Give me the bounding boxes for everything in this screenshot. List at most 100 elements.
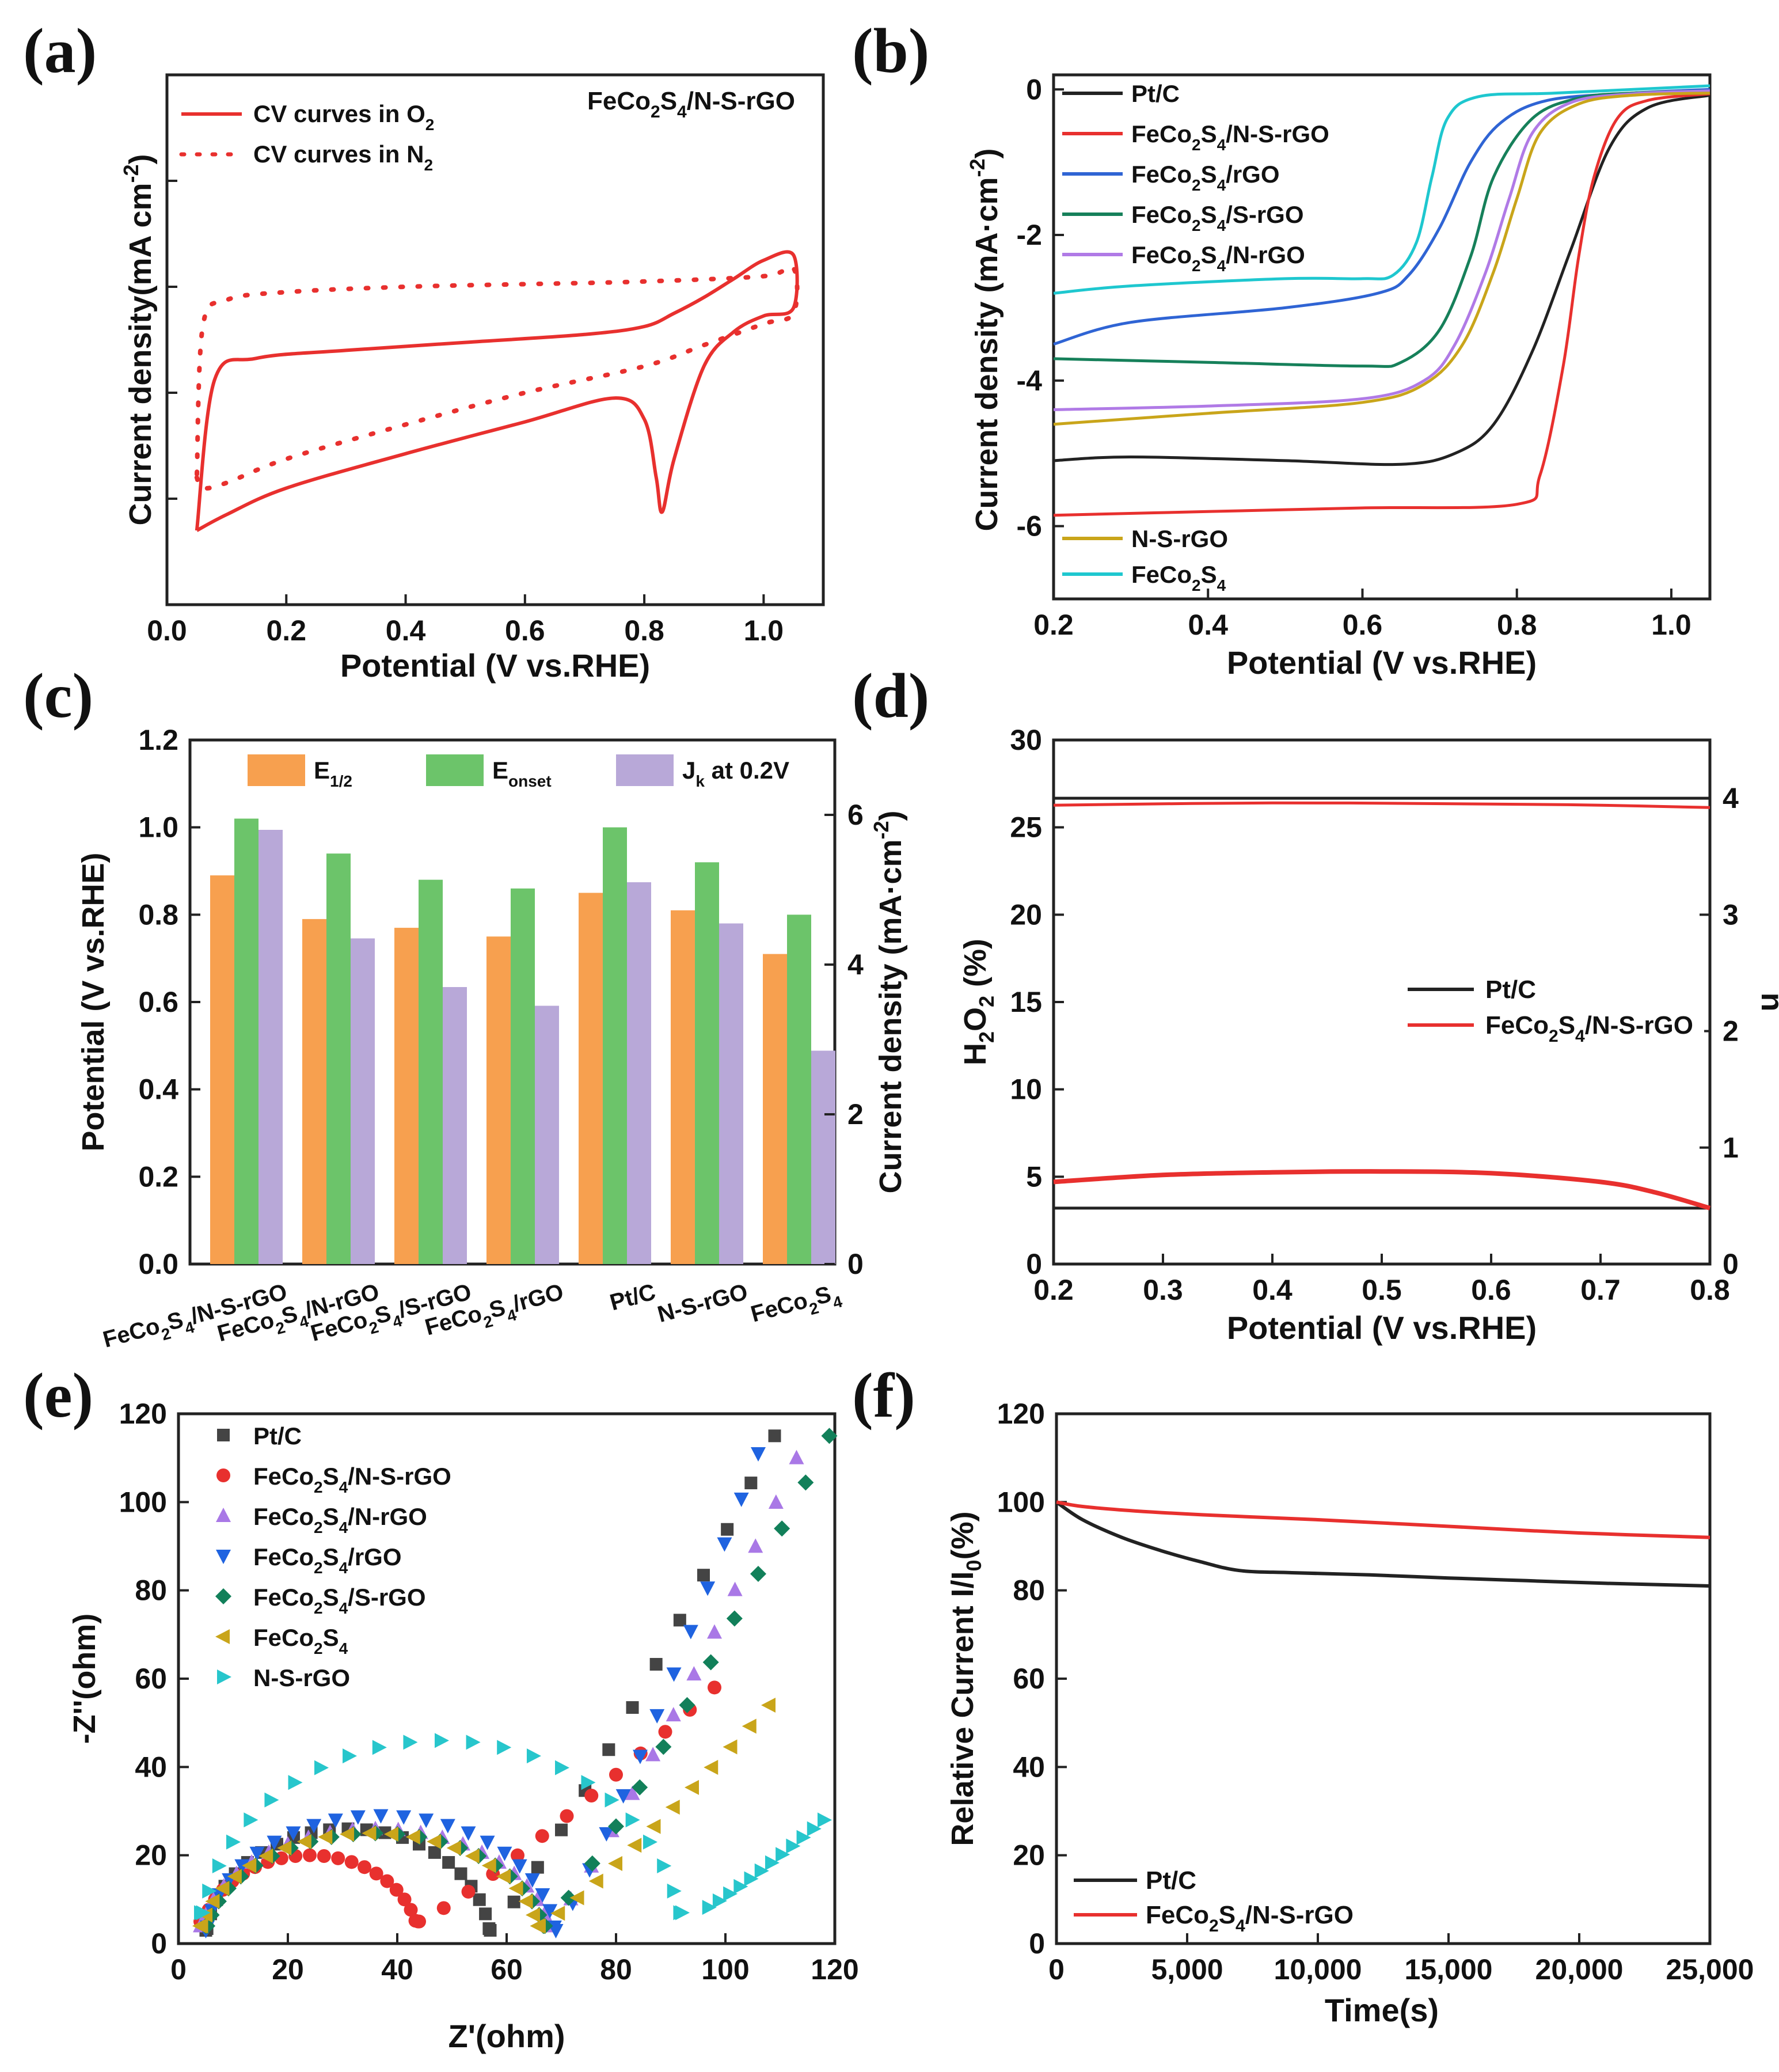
e-tail-1-5 — [535, 1829, 549, 1843]
e-tail-6-10 — [796, 1830, 811, 1845]
e-point-5-17 — [465, 1848, 480, 1864]
e-tail-6-4 — [733, 1879, 748, 1894]
e-point-0-17 — [428, 1846, 441, 1859]
e-tail-4-12 — [821, 1428, 838, 1444]
b-legend-label-3: FeCo2S4/S-rGO — [1131, 201, 1304, 234]
e-tail-0-3 — [555, 1823, 568, 1836]
e-point-6-13 — [466, 1735, 481, 1750]
b-xtick-label-0: 0.2 — [1033, 609, 1074, 641]
b-series-3 — [1053, 89, 1710, 368]
e-tail-0-8 — [673, 1614, 686, 1627]
legend-a-label-o2: CV curves in O2 — [253, 100, 434, 134]
f-ytick-label-3: 60 — [1013, 1663, 1045, 1695]
panel-d-ylabel: H2O2 (%) — [958, 939, 998, 1065]
e-point-1-17 — [369, 1866, 383, 1881]
e-tail-1-8 — [609, 1767, 623, 1782]
d-xtick-label-0: 0.2 — [1033, 1274, 1074, 1306]
b-legend-bottom-label-1: FeCo2S4 — [1131, 561, 1226, 594]
e-tail-6-2 — [712, 1893, 727, 1908]
f-series-0 — [1055, 1500, 1710, 1588]
e-point-3-7 — [267, 1835, 282, 1850]
c-bar-1-0 — [302, 919, 326, 1264]
a-xtick-label-3: 0.6 — [505, 614, 545, 647]
b-legend-label-4: FeCo2S4/N-rGO — [1131, 241, 1305, 275]
e-point-6-4 — [226, 1834, 241, 1850]
e-point-6-11 — [403, 1735, 418, 1750]
e-point-5-19 — [496, 1869, 511, 1884]
panel-d-ylabel-right: n — [1755, 993, 1779, 1012]
b-xtick-label-1: 0.4 — [1188, 609, 1228, 641]
b-legend-label-1: FeCo2S4/N-S-rGO — [1131, 120, 1329, 154]
e-tail-0-7 — [649, 1658, 663, 1671]
panel-b-ylabel: Current density (mA·cm-2) — [965, 148, 1004, 531]
c-bar-5-2 — [719, 923, 743, 1264]
a-xtick-label-5: 1.0 — [744, 614, 784, 647]
e-xtick-label-4: 80 — [600, 1953, 632, 1986]
a-xtick-label-1: 0.2 — [267, 614, 307, 647]
d-right-ytick-label-3: 3 — [1723, 898, 1739, 931]
d-series-3 — [1053, 1169, 1711, 1210]
d-xtick-label-2: 0.4 — [1252, 1274, 1293, 1306]
d-ytick-label-4: 20 — [1010, 898, 1042, 931]
e-tail-6-9 — [786, 1838, 801, 1854]
e-point-3-8 — [286, 1826, 301, 1841]
e-point-5-16 — [446, 1840, 461, 1856]
panel-b-xlabel: Potential (V vs.RHE) — [1227, 644, 1537, 681]
e-tail-5-11 — [742, 1718, 757, 1734]
panel-label-a: (a) — [23, 16, 97, 86]
a-series-o2 — [195, 250, 799, 532]
e-ytick-label-5: 100 — [119, 1486, 167, 1518]
e-tail-1-6 — [560, 1809, 574, 1823]
panel-e-ylabel: -Z''(ohm) — [67, 1614, 102, 1744]
panel-c-ylabel: Potential (V vs.RHE) — [76, 852, 111, 1151]
e-ytick-label-6: 120 — [119, 1398, 167, 1430]
panel-e-ticks: 0 20 40 60 80 100 120 0 20 40 60 80 100 120 — [119, 1398, 859, 1986]
e-point-5-20 — [508, 1881, 523, 1896]
b-legend-bottom-label-0: N-S-rGO — [1131, 525, 1228, 552]
panel-f-stability-chart: 0 5,000 10,000 15,000 20,000 25,000 0 20 40 60 80 1… — [945, 1398, 1754, 2028]
e-point-0-18 — [442, 1856, 455, 1869]
e-point-1-19 — [389, 1883, 404, 1897]
e-tail-6-3 — [723, 1886, 738, 1902]
e-tail-2-6 — [666, 1707, 681, 1722]
e-point-5-24 — [531, 1918, 546, 1934]
c-bar-2-1 — [419, 879, 443, 1264]
e-tail-5-2 — [569, 1890, 584, 1906]
e-legend-label-1: FeCo2S4/N-S-rGO — [253, 1463, 451, 1496]
e-point-1-16 — [358, 1860, 371, 1874]
e-point-6-5 — [244, 1812, 259, 1828]
e-point-6-22 — [667, 1883, 682, 1899]
c-ytick-label-5: 1.0 — [138, 811, 178, 844]
d-ytick-label-3: 15 — [1010, 986, 1042, 1018]
e-series-6 — [194, 1733, 832, 1921]
e-point-5-15 — [427, 1834, 442, 1849]
e-point-3-9 — [306, 1819, 322, 1834]
e-tail-0-2 — [531, 1861, 544, 1874]
e-point-3-11 — [350, 1810, 366, 1825]
e-legend-label-5: FeCo2S4 — [253, 1624, 348, 1657]
e-tail-2-9 — [727, 1581, 743, 1596]
e-tail-0-1 — [507, 1895, 520, 1908]
e-point-1-18 — [380, 1874, 394, 1888]
e-tail-3-10 — [717, 1537, 732, 1552]
e-tail-6-1 — [702, 1900, 717, 1915]
d-ytick-label-6: 30 — [1010, 724, 1042, 756]
c-legend-swatch-0 — [248, 754, 305, 786]
d-right-ytick-label-1: 1 — [1723, 1132, 1739, 1164]
e-point-5-21 — [518, 1893, 533, 1909]
e-point-6-9 — [343, 1748, 358, 1764]
e-point-1-12 — [303, 1848, 317, 1862]
e-tail-5-1 — [550, 1906, 565, 1921]
c-bar-1-1 — [326, 853, 351, 1264]
e-point-5-14 — [405, 1829, 420, 1845]
e-point-6-1 — [196, 1905, 211, 1921]
f-ytick-label-4: 80 — [1013, 1574, 1045, 1607]
e-legend-marker-3 — [216, 1550, 231, 1564]
e-point-1-15 — [344, 1855, 359, 1869]
e-legend-marker-6 — [217, 1669, 231, 1684]
e-xtick-label-6: 120 — [811, 1953, 858, 1986]
c-bar-1-2 — [351, 938, 375, 1264]
e-point-5-5 — [227, 1869, 242, 1884]
d-right-ytick-label-0: 0 — [1723, 1248, 1739, 1280]
